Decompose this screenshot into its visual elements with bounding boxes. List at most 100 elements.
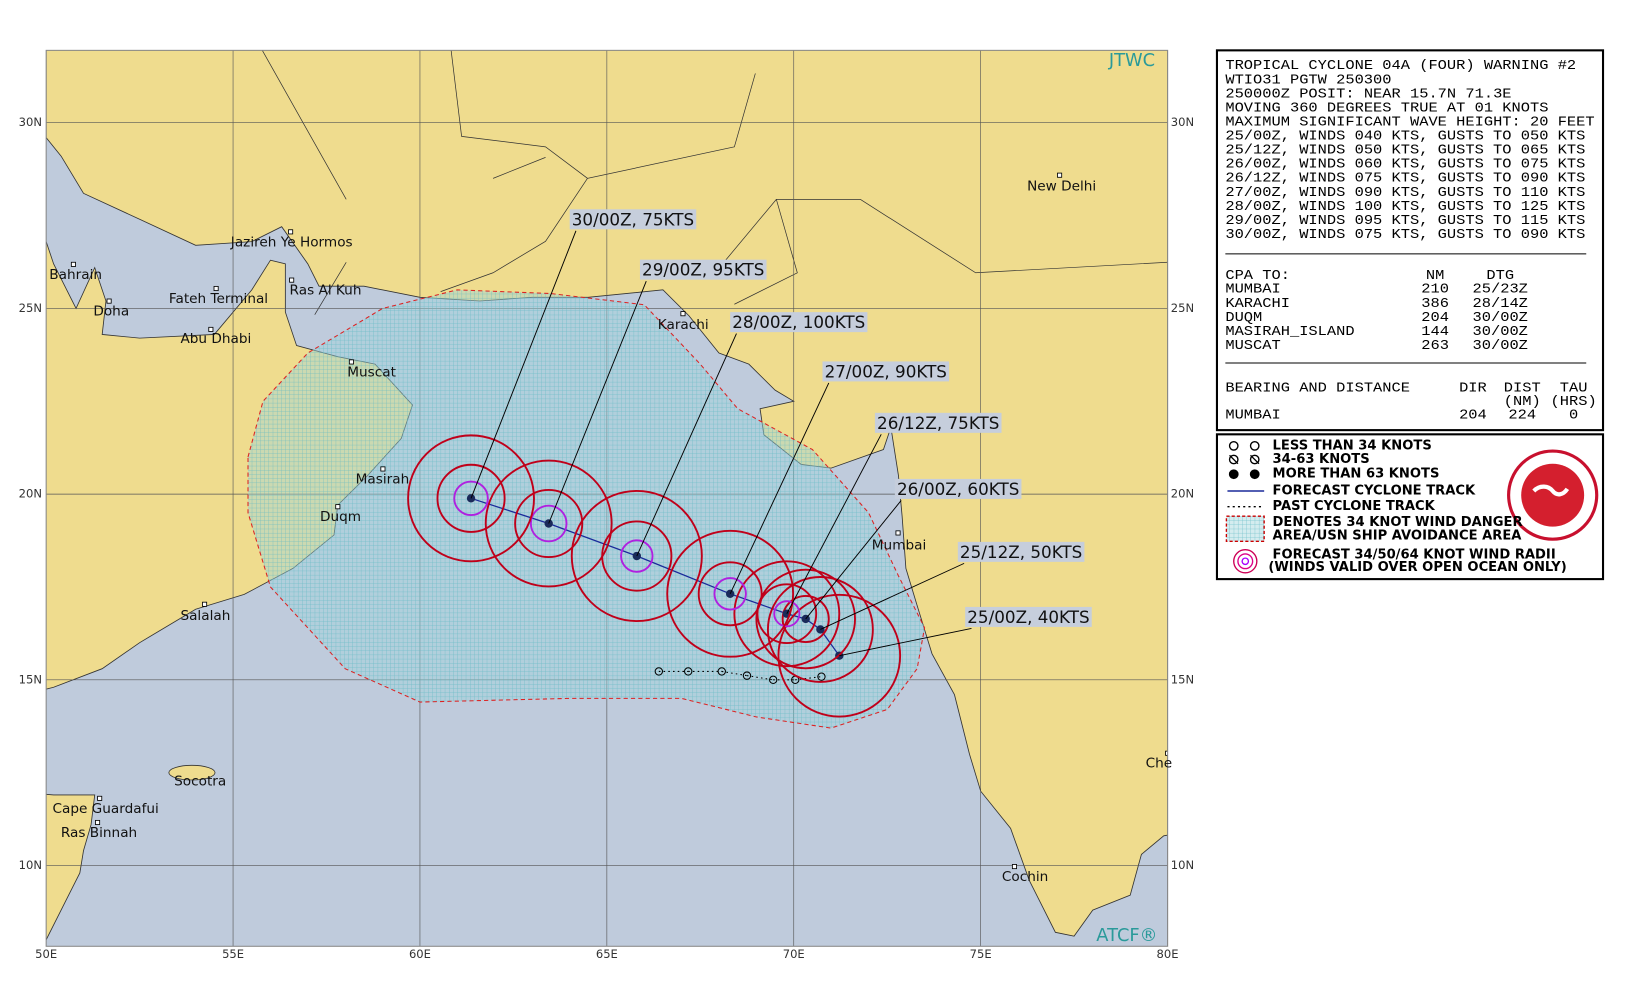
warning-text: MASIRAH_ISLAND — [1225, 325, 1354, 340]
island — [168, 764, 216, 781]
wind-radius-34 — [733, 560, 841, 668]
place-dot — [348, 359, 354, 365]
label-box — [894, 478, 1022, 499]
forecast-label: 25/00Z, 40KTS — [967, 607, 1089, 627]
place-dot — [213, 285, 219, 292]
place-dot — [1165, 750, 1168, 756]
warning-text: (NM) — [1504, 395, 1541, 410]
place-dot — [288, 229, 294, 235]
warning-text: 204 — [1421, 311, 1449, 326]
warning-text: 28/14Z — [1473, 297, 1528, 312]
warning-text: DIST — [1504, 381, 1541, 396]
lat-label: 25N — [1171, 301, 1194, 315]
wind-radius-50 — [514, 488, 584, 559]
label-box — [822, 361, 950, 382]
wind-radius-64 — [620, 539, 654, 573]
place-label: Ras Al Kuh — [290, 283, 362, 299]
warning-text: 0 — [1569, 409, 1578, 424]
storm-position — [466, 494, 476, 503]
warning-text: BEARING AND DISTANCE — [1225, 381, 1410, 396]
warning-text: 27/00Z, WINDS 090 KTS, GUSTS TO 110 KTS — [1225, 186, 1585, 201]
forecast-label: 29/00Z, 95KTS — [642, 260, 764, 280]
place-dot — [335, 504, 341, 510]
label-box — [730, 312, 868, 333]
place-dot — [106, 298, 112, 304]
warning-text: 29/00Z, WINDS 095 KTS, GUSTS TO 115 KTS — [1225, 214, 1585, 229]
place-dot — [895, 530, 901, 536]
warning-text: MUSCAT — [1225, 339, 1280, 354]
place-dot — [208, 326, 214, 332]
label-leader — [805, 500, 902, 620]
lat-label: 15N — [1171, 672, 1194, 686]
panel-frame — [1215, 49, 1605, 432]
legend-label: DENOTES 34 KNOT WIND DANGER — [1273, 515, 1523, 530]
legend-label: LESS THAN 34 KNOTS — [1273, 438, 1432, 453]
legend-label: (WINDS VALID OVER OPEN OCEAN ONLY) — [1268, 560, 1566, 575]
warning-text: 30/00Z — [1473, 311, 1528, 326]
warning-text: 144 — [1421, 325, 1449, 340]
past-position — [768, 675, 778, 685]
border — [261, 50, 1168, 315]
warning-text: DUQM — [1225, 311, 1262, 326]
credit: JTWC — [1108, 50, 1155, 71]
forecast-label: 28/00Z, 100KTS — [732, 312, 865, 332]
place-label: Socotra — [174, 774, 226, 790]
place-label: Abu Dhabi — [180, 331, 251, 347]
forecast-label: 30/00Z, 75KTS — [572, 209, 694, 229]
warning-text: 210 — [1421, 283, 1449, 298]
warning-text: MOVING 360 DEGREES TRUE AT 01 KNOTS — [1225, 101, 1548, 116]
land — [46, 793, 96, 941]
lon-label: 50E — [35, 947, 57, 961]
warning-text: WTIO31 PGTW 250300 — [1225, 73, 1391, 88]
warning-text: 224 — [1508, 409, 1536, 424]
label-box — [639, 259, 767, 280]
place-dot — [380, 466, 386, 472]
place-label: Salalah — [180, 608, 230, 624]
wind-radius-50 — [697, 561, 763, 627]
warning-text: 26/12Z, WINDS 075 KTS, GUSTS TO 090 KTS — [1225, 172, 1585, 187]
lat-label: 20N — [19, 487, 42, 501]
lon-label: 75E — [970, 947, 992, 961]
wind-radius-50 — [436, 463, 506, 533]
label-box — [874, 412, 1002, 433]
legend-label: 34-63 KNOTS — [1273, 452, 1370, 467]
place-dot — [95, 819, 101, 826]
wind-radius-50 — [756, 583, 818, 645]
warning-text: 25/12Z, WINDS 050 KTS, GUSTS TO 065 KTS — [1225, 144, 1585, 159]
place-dot — [202, 601, 208, 607]
place-label: Muscat — [347, 364, 396, 380]
place-label: Cape Guardafui — [52, 801, 158, 817]
lat-label: 10N — [1171, 858, 1194, 872]
place-label: Duqm — [320, 509, 361, 525]
label-leader — [729, 382, 830, 594]
warning-text: 26/00Z, WINDS 060 KTS, GUSTS TO 075 KTS — [1225, 158, 1585, 173]
label-leader — [636, 333, 737, 557]
warning-text: 25/00Z, WINDS 040 KTS, GUSTS TO 050 KTS — [1225, 130, 1585, 145]
wind-radius-64 — [529, 504, 568, 543]
place-label: Jazireh Ye Hormos — [230, 234, 353, 250]
warning-text: TAU — [1560, 381, 1588, 396]
warning-text: DIR — [1459, 381, 1487, 396]
forecast-label: 26/00Z, 60KTS — [897, 479, 1019, 499]
wind-radius-34 — [755, 568, 856, 670]
wind-radius-64 — [713, 577, 747, 611]
place-dot — [1057, 172, 1063, 178]
lon-label: 60E — [409, 947, 431, 961]
legend-label: PAST CYCLONE TRACK — [1273, 499, 1436, 514]
credit: ATCF® — [1096, 925, 1157, 946]
place-label: Doha — [93, 304, 129, 320]
past-position — [742, 671, 752, 680]
label-box — [957, 541, 1085, 562]
wind-radius-50 — [781, 594, 830, 643]
place-dot — [1011, 864, 1017, 870]
wind-radius-34 — [666, 529, 795, 658]
place-label: Bahrain — [49, 267, 102, 283]
label-box — [965, 606, 1092, 627]
legend-label: MORE THAN 63 KNOTS — [1273, 467, 1440, 482]
lat-label: 30N — [1171, 115, 1194, 129]
danger-area — [247, 289, 926, 729]
map-frame — [45, 49, 1169, 947]
past-position — [654, 667, 664, 676]
wind-radius-34 — [407, 434, 535, 563]
